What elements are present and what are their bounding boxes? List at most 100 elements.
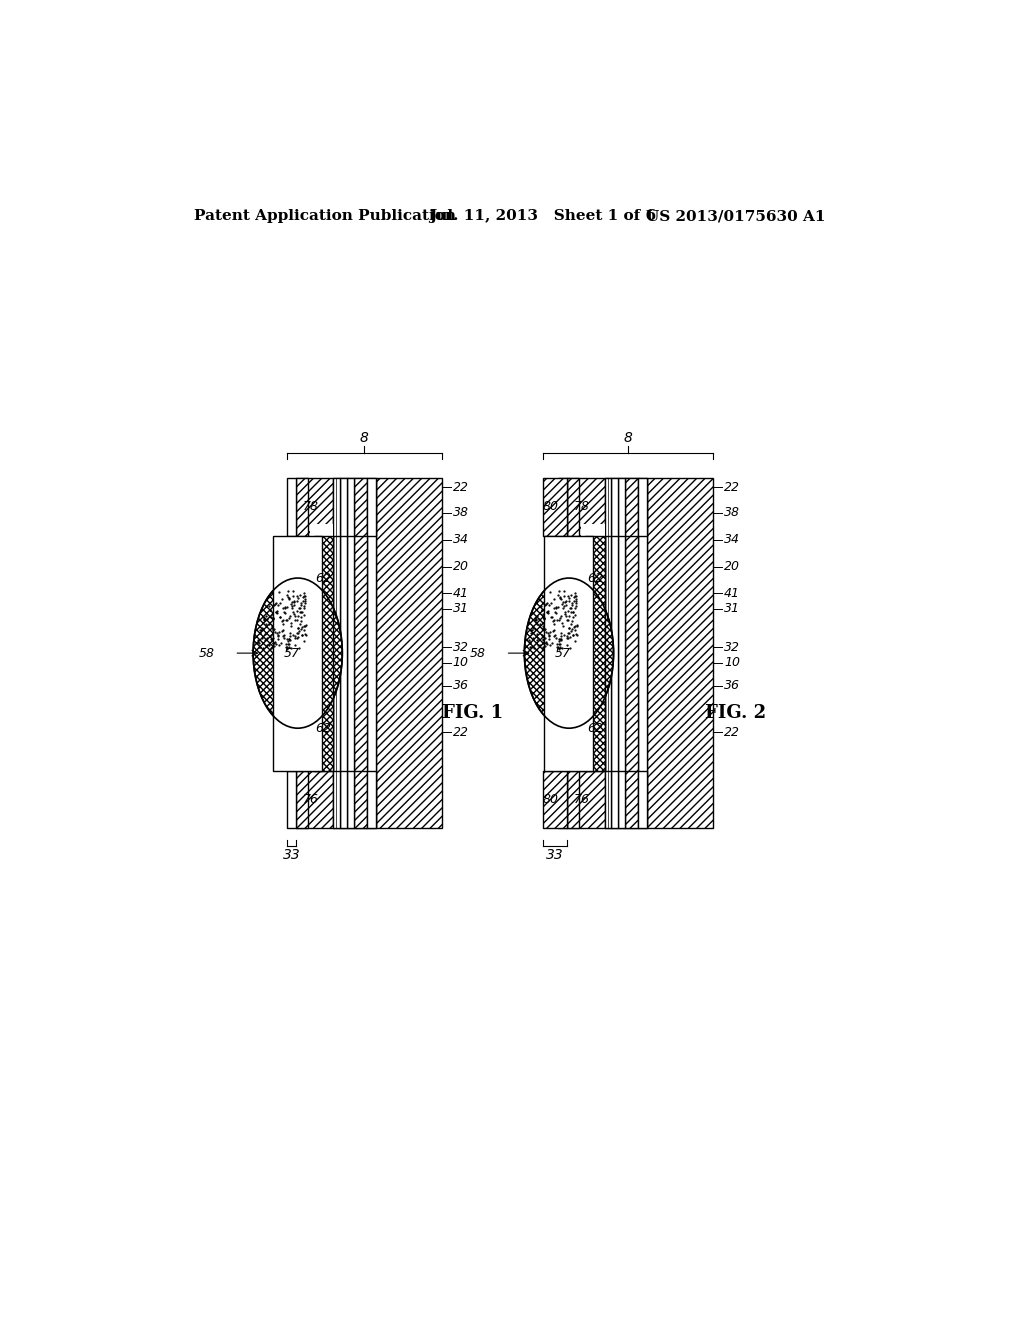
Bar xyxy=(579,536,586,771)
Text: 22: 22 xyxy=(453,480,469,494)
Bar xyxy=(367,478,376,829)
Bar xyxy=(353,478,367,536)
Bar xyxy=(287,771,296,829)
Text: 22: 22 xyxy=(453,726,469,739)
Text: 78: 78 xyxy=(574,500,590,513)
Text: 20: 20 xyxy=(453,560,469,573)
Bar xyxy=(604,771,611,829)
Bar xyxy=(586,536,604,771)
Bar xyxy=(296,771,308,829)
Bar xyxy=(334,478,340,829)
Text: 34: 34 xyxy=(453,533,469,546)
Bar xyxy=(340,771,346,829)
Text: 33: 33 xyxy=(546,847,564,862)
Text: 38: 38 xyxy=(724,506,740,519)
Text: 58: 58 xyxy=(199,647,215,660)
Bar xyxy=(273,536,323,771)
Ellipse shape xyxy=(253,578,342,729)
Bar xyxy=(638,478,647,536)
Bar xyxy=(340,478,346,536)
Text: 8: 8 xyxy=(624,430,632,445)
Bar xyxy=(617,478,625,829)
Bar xyxy=(604,478,611,536)
Text: 62: 62 xyxy=(587,722,603,735)
Text: 41: 41 xyxy=(724,587,740,601)
Text: 8: 8 xyxy=(360,430,369,445)
Text: FIG. 1: FIG. 1 xyxy=(442,704,503,722)
Text: 20: 20 xyxy=(724,560,740,573)
Text: US 2013/0175630 A1: US 2013/0175630 A1 xyxy=(646,209,825,223)
Text: Jul. 11, 2013   Sheet 1 of 6: Jul. 11, 2013 Sheet 1 of 6 xyxy=(429,209,655,223)
Bar xyxy=(625,478,638,829)
Bar xyxy=(346,771,353,829)
Bar xyxy=(308,536,314,771)
Bar xyxy=(558,478,567,536)
Text: 62: 62 xyxy=(315,572,332,585)
Text: 36: 36 xyxy=(453,680,469,693)
Bar xyxy=(638,478,647,829)
Bar xyxy=(367,478,376,536)
Bar xyxy=(611,478,617,829)
Bar xyxy=(376,478,442,829)
Bar xyxy=(310,524,334,767)
Text: 80: 80 xyxy=(543,500,558,513)
Text: 22: 22 xyxy=(724,726,740,739)
Bar xyxy=(296,478,334,536)
Text: 57: 57 xyxy=(555,647,570,660)
Bar xyxy=(543,478,567,536)
Bar xyxy=(582,524,604,767)
Bar xyxy=(346,478,353,829)
Text: 32: 32 xyxy=(724,640,740,653)
Bar xyxy=(586,536,604,771)
Text: 58: 58 xyxy=(470,647,486,660)
Bar xyxy=(340,478,346,829)
Text: 36: 36 xyxy=(724,680,740,693)
Text: 62: 62 xyxy=(315,722,332,735)
Text: 78: 78 xyxy=(303,500,318,513)
Text: 76: 76 xyxy=(303,793,318,807)
Text: Patent Application Publication: Patent Application Publication xyxy=(194,209,456,223)
Text: FIG. 2: FIG. 2 xyxy=(706,704,767,722)
Bar xyxy=(545,536,594,771)
Bar xyxy=(611,771,617,829)
Bar xyxy=(558,771,567,829)
Bar xyxy=(367,771,376,829)
Bar xyxy=(543,771,567,829)
Bar xyxy=(604,478,611,829)
Text: 10: 10 xyxy=(724,656,740,669)
Bar xyxy=(611,478,617,536)
Text: 32: 32 xyxy=(453,640,469,653)
Bar xyxy=(334,478,340,536)
Text: 33: 33 xyxy=(283,847,300,862)
Bar xyxy=(625,478,638,536)
Bar xyxy=(314,536,334,771)
Bar xyxy=(287,478,296,536)
Text: 76: 76 xyxy=(574,793,590,807)
Text: 38: 38 xyxy=(453,506,469,519)
Text: 80: 80 xyxy=(543,793,558,807)
Text: 31: 31 xyxy=(724,602,740,615)
Bar xyxy=(353,478,367,829)
Bar xyxy=(567,771,579,829)
Bar xyxy=(617,771,625,829)
Text: 34: 34 xyxy=(724,533,740,546)
Text: 10: 10 xyxy=(453,656,469,669)
Bar xyxy=(296,478,308,536)
Bar xyxy=(334,771,340,829)
Text: 41: 41 xyxy=(453,587,469,601)
Bar xyxy=(567,478,604,536)
Bar xyxy=(647,478,713,829)
Text: 62: 62 xyxy=(587,572,603,585)
Bar xyxy=(567,478,579,536)
Bar xyxy=(314,536,334,771)
Ellipse shape xyxy=(524,578,613,729)
Bar xyxy=(638,771,647,829)
Bar xyxy=(625,771,638,829)
Bar xyxy=(617,478,625,536)
Text: 31: 31 xyxy=(453,602,469,615)
Text: 57: 57 xyxy=(284,647,300,660)
Bar xyxy=(296,771,334,829)
Text: 22: 22 xyxy=(724,480,740,494)
Bar xyxy=(353,771,367,829)
Bar xyxy=(567,771,604,829)
